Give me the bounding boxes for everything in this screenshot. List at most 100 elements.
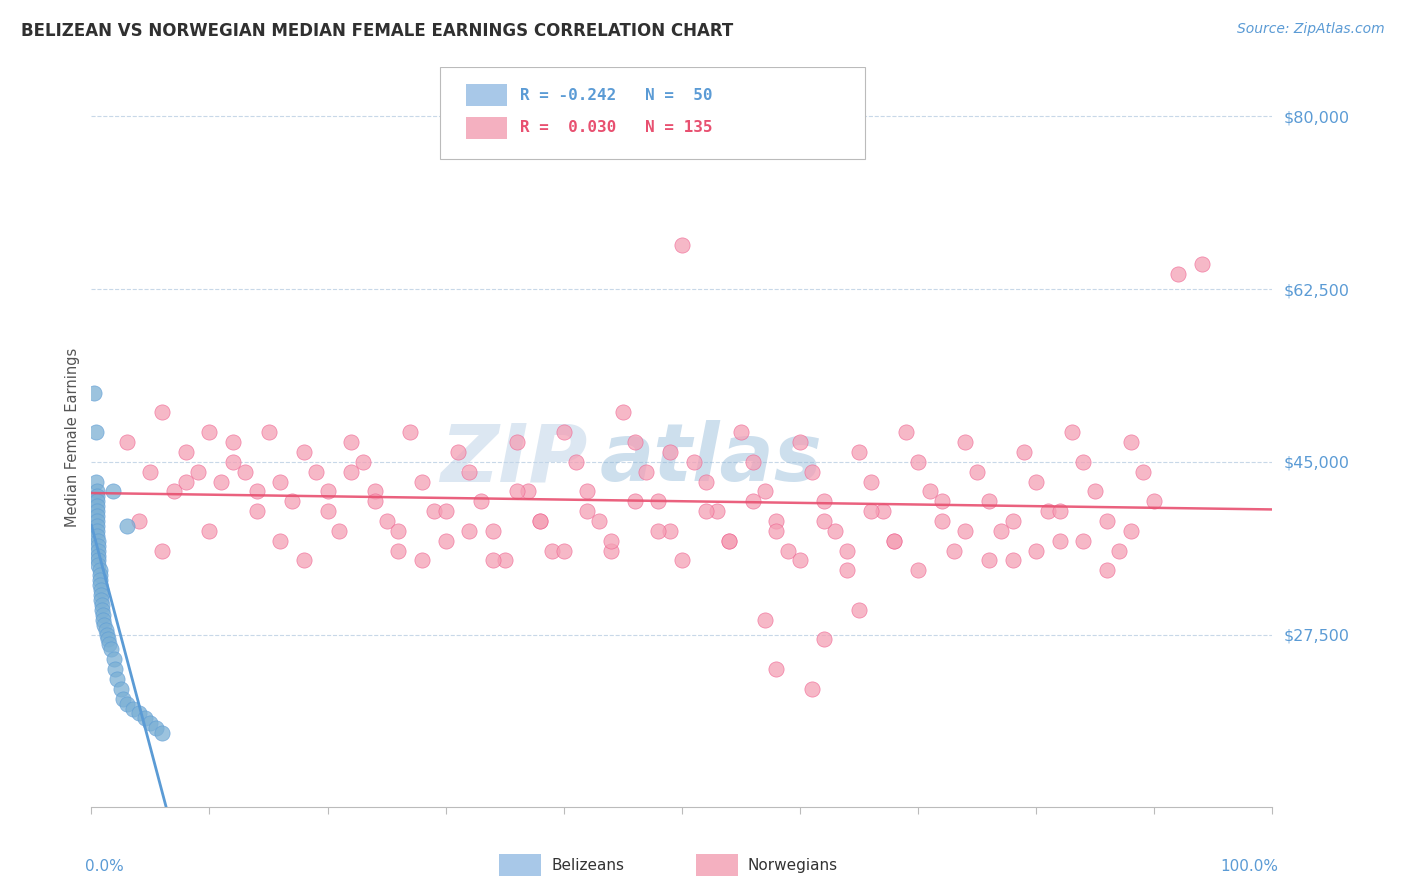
Point <box>93 617 115 632</box>
Point <box>387 524 409 538</box>
Point <box>1049 504 1071 518</box>
Point <box>233 465 256 479</box>
Point <box>222 455 245 469</box>
Point <box>647 494 669 508</box>
Y-axis label: Median Female Earnings: Median Female Earnings <box>65 348 80 526</box>
Point <box>209 475 232 489</box>
Point <box>87 533 110 548</box>
Point <box>316 484 339 499</box>
Point <box>163 484 186 499</box>
Point <box>848 603 870 617</box>
Point <box>907 455 929 469</box>
Point <box>340 465 363 479</box>
Point <box>505 435 527 450</box>
Point <box>110 681 132 696</box>
Text: Source: ZipAtlas.com: Source: ZipAtlas.com <box>1237 22 1385 37</box>
Point <box>246 484 269 499</box>
Point <box>588 514 610 528</box>
Point <box>423 504 446 518</box>
Point <box>387 543 409 558</box>
Point <box>174 475 197 489</box>
Point <box>128 706 150 721</box>
Point <box>174 445 197 459</box>
Point <box>765 514 787 528</box>
Point <box>813 494 835 508</box>
Point <box>115 697 138 711</box>
Point <box>541 543 564 558</box>
Point <box>883 533 905 548</box>
Point <box>470 494 492 508</box>
Point <box>813 632 835 647</box>
Point <box>1025 543 1047 558</box>
Point <box>659 445 682 459</box>
Point <box>86 489 108 503</box>
Point <box>198 425 221 439</box>
Point <box>741 494 763 508</box>
Point <box>87 539 110 553</box>
Point <box>128 514 150 528</box>
Point <box>458 524 481 538</box>
Point <box>872 504 894 518</box>
Point <box>636 465 658 479</box>
Point <box>100 642 122 657</box>
Point <box>765 524 787 538</box>
Point <box>612 405 634 419</box>
Point <box>98 637 121 651</box>
Point <box>813 514 835 528</box>
Point <box>695 504 717 518</box>
Point <box>824 524 846 538</box>
Point <box>741 455 763 469</box>
Point <box>1132 465 1154 479</box>
Point <box>91 598 114 612</box>
Point <box>84 475 107 489</box>
Point <box>446 445 468 459</box>
Point <box>86 529 108 543</box>
Point <box>89 573 111 587</box>
Point <box>505 484 527 499</box>
Point <box>364 484 387 499</box>
Point <box>517 484 540 499</box>
Point <box>86 504 108 518</box>
Point <box>682 455 704 469</box>
Point <box>778 543 800 558</box>
Point <box>83 385 105 400</box>
Point <box>1095 514 1118 528</box>
Point <box>187 465 209 479</box>
Point <box>730 425 752 439</box>
Text: Norwegians: Norwegians <box>748 858 838 872</box>
Point <box>292 553 315 567</box>
Point <box>955 524 977 538</box>
Text: 0.0%: 0.0% <box>86 859 124 874</box>
Point <box>305 465 328 479</box>
Point <box>529 514 551 528</box>
Point <box>86 514 108 528</box>
Point <box>576 484 599 499</box>
Point <box>105 672 128 686</box>
Point <box>115 519 138 533</box>
Point <box>600 543 623 558</box>
Text: BELIZEAN VS NORWEGIAN MEDIAN FEMALE EARNINGS CORRELATION CHART: BELIZEAN VS NORWEGIAN MEDIAN FEMALE EARN… <box>21 22 734 40</box>
Point <box>800 465 823 479</box>
Point <box>150 543 173 558</box>
Point <box>316 504 339 518</box>
Point <box>789 435 811 450</box>
Point <box>529 514 551 528</box>
Point <box>931 494 953 508</box>
Point <box>647 524 669 538</box>
Point <box>86 519 108 533</box>
Point <box>411 475 433 489</box>
Point <box>482 524 505 538</box>
Point <box>96 627 118 641</box>
Point <box>94 623 117 637</box>
Point <box>198 524 221 538</box>
Point <box>977 494 1000 508</box>
Point <box>86 509 108 524</box>
Point <box>115 435 138 450</box>
Point <box>1095 563 1118 577</box>
Point <box>89 568 111 582</box>
Point <box>145 721 167 735</box>
FancyBboxPatch shape <box>440 67 865 160</box>
Text: Belizeans: Belizeans <box>551 858 624 872</box>
Point <box>623 435 645 450</box>
Point <box>671 237 693 252</box>
